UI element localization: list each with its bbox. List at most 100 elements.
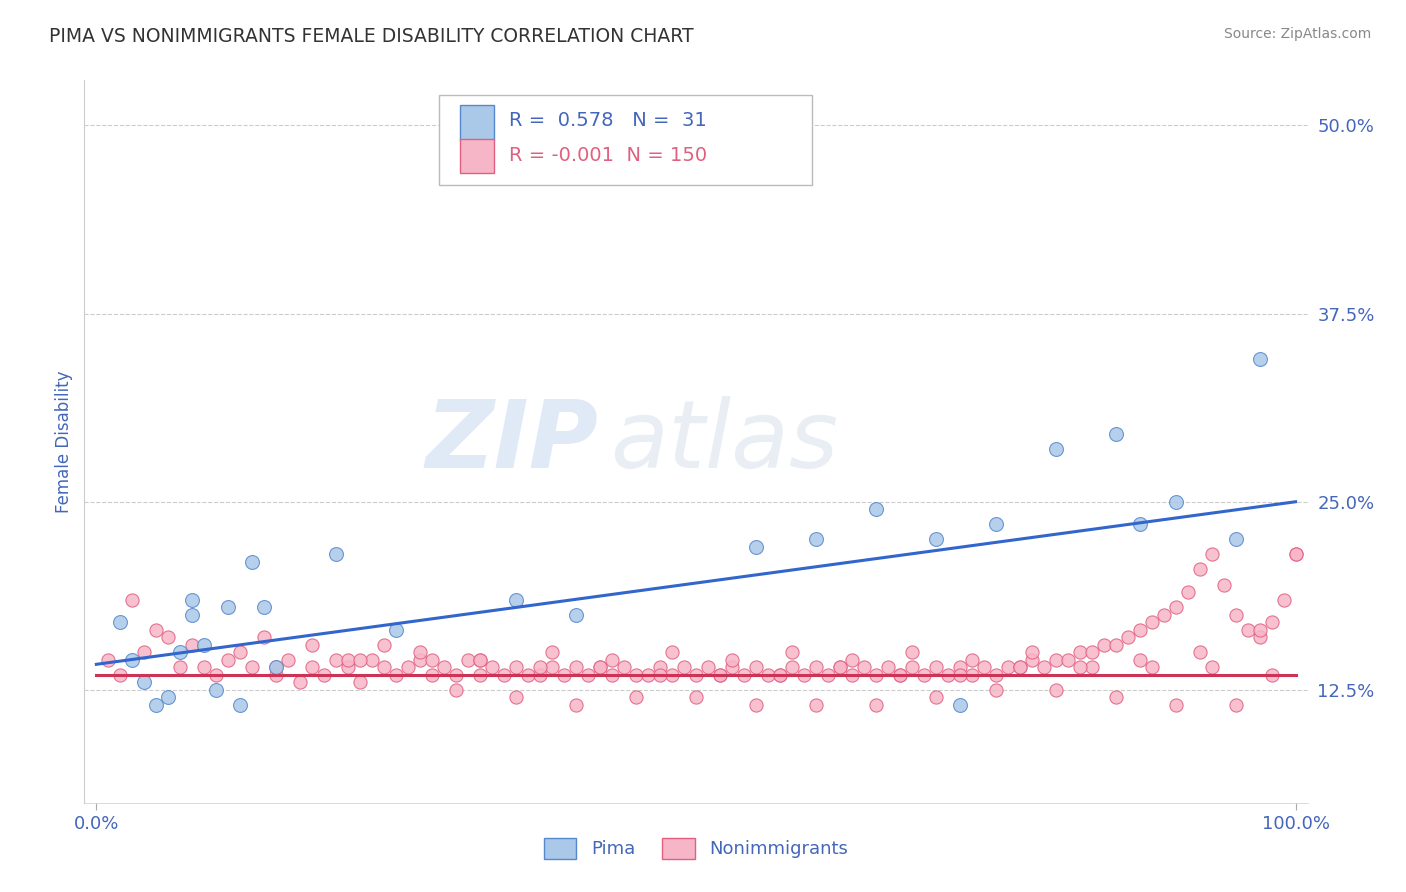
Point — [481, 660, 503, 674]
Text: R =  0.578   N =  31: R = 0.578 N = 31 — [509, 111, 707, 129]
Point — [661, 668, 683, 682]
Point — [637, 668, 659, 682]
Point — [984, 517, 1007, 532]
Point — [1129, 517, 1152, 532]
Point — [949, 698, 972, 712]
Point — [589, 660, 612, 674]
Point — [1008, 660, 1031, 674]
Point — [817, 668, 839, 682]
Point — [589, 660, 612, 674]
Point — [1056, 653, 1078, 667]
Point — [1045, 442, 1067, 456]
Point — [264, 660, 287, 674]
Point — [624, 690, 647, 705]
Point — [229, 698, 252, 712]
Point — [325, 653, 347, 667]
Point — [1045, 682, 1067, 697]
Point — [997, 660, 1019, 674]
Point — [529, 660, 551, 674]
Point — [541, 660, 564, 674]
Point — [600, 668, 623, 682]
Point — [468, 653, 491, 667]
Point — [1105, 638, 1128, 652]
Point — [1225, 607, 1247, 622]
Point — [600, 653, 623, 667]
Point — [685, 668, 707, 682]
Point — [253, 630, 276, 644]
Point — [624, 668, 647, 682]
Point — [541, 645, 564, 659]
Point — [301, 660, 323, 674]
Point — [841, 668, 863, 682]
Y-axis label: Female Disability: Female Disability — [55, 370, 73, 513]
Point — [565, 698, 588, 712]
FancyBboxPatch shape — [439, 95, 813, 185]
Point — [804, 660, 827, 674]
Point — [1212, 577, 1234, 591]
Point — [1129, 623, 1152, 637]
Point — [925, 660, 948, 674]
Point — [409, 653, 432, 667]
Point — [565, 660, 588, 674]
Point — [745, 540, 768, 554]
Point — [193, 638, 215, 652]
Point — [745, 698, 768, 712]
Point — [409, 645, 432, 659]
Text: Source: ZipAtlas.com: Source: ZipAtlas.com — [1223, 27, 1371, 41]
Point — [134, 645, 156, 659]
Point — [444, 682, 467, 697]
Point — [553, 668, 575, 682]
Text: R = -0.001  N = 150: R = -0.001 N = 150 — [509, 146, 707, 165]
Point — [745, 660, 768, 674]
Point — [936, 668, 959, 682]
Point — [110, 615, 132, 630]
Point — [960, 653, 983, 667]
Point — [1140, 660, 1163, 674]
Point — [1225, 698, 1247, 712]
Point — [721, 653, 744, 667]
Point — [901, 645, 924, 659]
Point — [325, 548, 347, 562]
Point — [517, 668, 540, 682]
Point — [337, 653, 360, 667]
Point — [205, 682, 228, 697]
Point — [468, 668, 491, 682]
Point — [1008, 660, 1031, 674]
Point — [505, 592, 527, 607]
Point — [709, 668, 731, 682]
Point — [804, 533, 827, 547]
Point — [852, 660, 875, 674]
Point — [1249, 623, 1271, 637]
Point — [121, 653, 143, 667]
Point — [841, 653, 863, 667]
Point — [1021, 653, 1043, 667]
Point — [373, 638, 395, 652]
Point — [769, 668, 792, 682]
Point — [301, 638, 323, 652]
Point — [181, 592, 204, 607]
Point — [709, 668, 731, 682]
Point — [925, 533, 948, 547]
Point — [648, 660, 671, 674]
Point — [290, 675, 312, 690]
Point — [1188, 645, 1211, 659]
Point — [264, 668, 287, 682]
Point — [157, 630, 180, 644]
Point — [889, 668, 911, 682]
Point — [1260, 668, 1282, 682]
Point — [277, 653, 299, 667]
Point — [229, 645, 252, 659]
Point — [1272, 592, 1295, 607]
Point — [960, 668, 983, 682]
Point — [1249, 351, 1271, 366]
Point — [1164, 494, 1187, 508]
Point — [1116, 630, 1139, 644]
Point — [494, 668, 516, 682]
Point — [385, 623, 408, 637]
Point — [1140, 615, 1163, 630]
Point — [217, 600, 239, 615]
Point — [134, 675, 156, 690]
Point — [613, 660, 636, 674]
Point — [1164, 698, 1187, 712]
Point — [420, 668, 443, 682]
